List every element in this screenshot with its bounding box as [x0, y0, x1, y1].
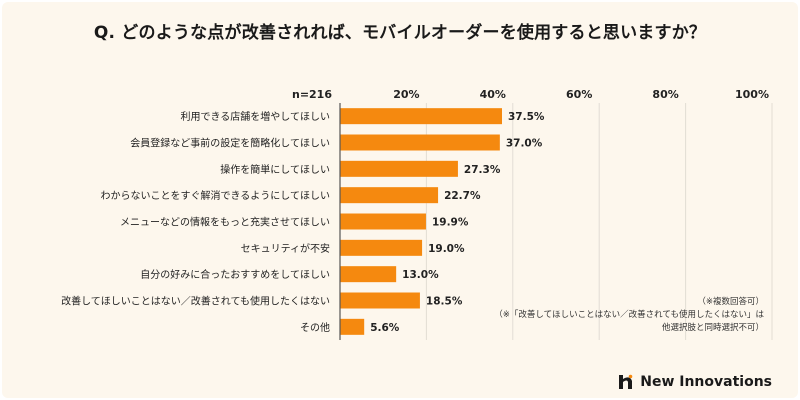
brand-logo: New Innovations: [618, 374, 772, 390]
footnote-2: （※「改善してほしいことはない／改善されても使用したくはない」は: [494, 310, 764, 320]
category-label: 自分の好みに合ったおすすめをしてほしい: [140, 268, 330, 281]
bar: [340, 160, 458, 177]
brand-name: New Innovations: [640, 374, 772, 390]
category-label: わからないことをすぐ解消できるようにしてほしい: [101, 189, 331, 202]
brand-logo-icon: [619, 374, 633, 389]
bar: [340, 239, 423, 256]
bar: [340, 318, 365, 335]
value-label: 37.0%: [506, 138, 543, 150]
bar: [340, 213, 426, 230]
footnote-3: 他選択肢と同時選択不可）: [661, 323, 764, 333]
bar: [340, 292, 420, 309]
x-tick-label: 80%: [652, 88, 678, 101]
category-label: メニューなどの情報をもっと充実させてほしい: [120, 216, 330, 229]
value-label: 37.5%: [508, 111, 545, 123]
x-tick-label: 20%: [393, 88, 419, 101]
value-label: 5.6%: [370, 322, 400, 334]
x-tick-label: 40%: [480, 88, 506, 101]
value-label: 19.9%: [432, 217, 469, 229]
value-label: 22.7%: [444, 190, 481, 202]
bar: [340, 134, 500, 151]
sample-size-label: n=216: [292, 88, 332, 101]
chart-title: Q. どのような点が改善されれば、モバイルオーダーを使用すると思いますか？: [93, 23, 707, 43]
category-label: 改善してほしいことはない／改善されても使用したくはない: [61, 295, 330, 308]
bar: [340, 187, 439, 204]
category-label: その他: [300, 321, 330, 334]
footnote-1: （※複数回答可）: [697, 297, 764, 307]
footnotes: （※複数回答可） （※「改善してほしいことはない／改善されても使用したくはない」…: [494, 296, 764, 335]
value-label: 18.5%: [426, 296, 463, 308]
category-label: 操作を簡単にしてほしい: [220, 163, 330, 176]
category-label: 会員登録など事前の設定を簡略化してほしい: [130, 137, 330, 150]
value-label: 19.0%: [428, 243, 465, 255]
bar: [340, 108, 502, 125]
category-label: 利用できる店舗を増やしてほしい: [181, 110, 331, 123]
category-label: セキュリティが不安: [241, 242, 330, 255]
x-tick-label: 60%: [566, 88, 592, 101]
x-tick-label: 100%: [735, 88, 769, 101]
value-label: 13.0%: [402, 269, 439, 281]
bar: [340, 266, 397, 283]
value-label: 27.3%: [464, 164, 501, 176]
